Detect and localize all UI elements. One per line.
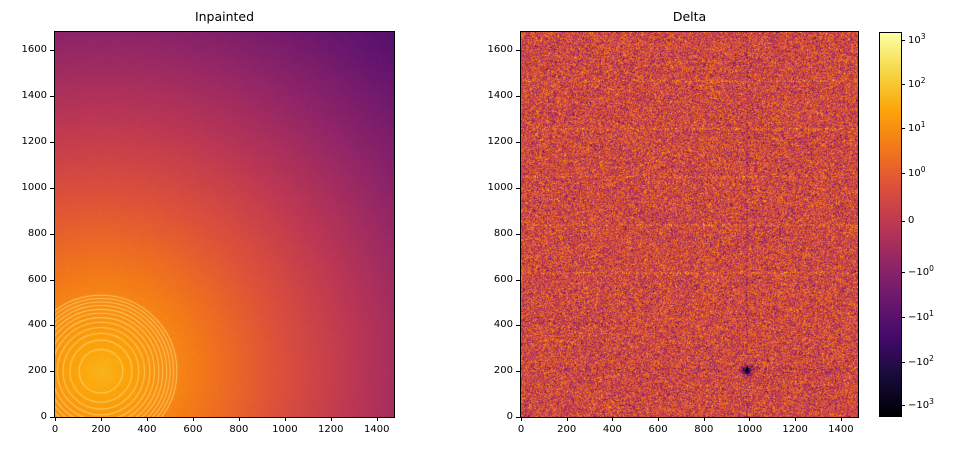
y-tick-label: 1600 — [488, 44, 513, 56]
plot-title-delta: Delta — [521, 8, 858, 26]
colorbar-tick-mark — [901, 317, 905, 318]
heatmap-delta — [521, 32, 858, 417]
axes-inpainted: Inpainted 0 200 400 600 800 1000 1200 1400 0 200 4… — [54, 31, 395, 418]
y-tick-label: 1200 — [22, 136, 47, 148]
x-tick-mark — [239, 417, 240, 421]
colorbar-tick-label: 103 — [908, 33, 926, 47]
x-tick-mark — [193, 417, 194, 421]
y-tick-mark — [516, 142, 520, 143]
x-tick-label: 200 — [91, 424, 110, 436]
y-tick-mark — [50, 234, 54, 235]
heatmap-inpainted — [55, 32, 394, 417]
y-tick-mark — [516, 417, 520, 418]
x-tick-label: 1200 — [318, 424, 343, 436]
x-tick-label: 0 — [52, 424, 58, 436]
figure: Inpainted 0 200 400 600 800 1000 1200 1400 0 200 4… — [0, 0, 955, 451]
y-tick-label: 600 — [494, 274, 513, 286]
colorbar-tick-label: 0 — [908, 215, 914, 227]
colorbar-tick-mark — [901, 40, 905, 41]
y-tick-mark — [516, 280, 520, 281]
y-tick-mark — [50, 50, 54, 51]
x-tick-label: 600 — [183, 424, 202, 436]
x-tick-mark — [704, 417, 705, 421]
colorbar-tick-label: −103 — [908, 398, 934, 412]
y-tick-mark — [516, 188, 520, 189]
y-tick-mark — [516, 234, 520, 235]
y-tick-label: 1400 — [22, 90, 47, 102]
x-tick-mark — [285, 417, 286, 421]
y-tick-mark — [50, 417, 54, 418]
x-tick-label: 200 — [557, 424, 576, 436]
x-tick-label: 1000 — [272, 424, 297, 436]
y-tick-label: 1600 — [22, 44, 47, 56]
y-tick-mark — [516, 50, 520, 51]
colorbar-tick-label: 102 — [908, 77, 926, 91]
x-tick-mark — [147, 417, 148, 421]
colorbar-tick-mark — [901, 362, 905, 363]
x-tick-label: 1200 — [782, 424, 807, 436]
y-tick-mark — [516, 96, 520, 97]
x-tick-mark — [749, 417, 750, 421]
y-tick-mark — [50, 142, 54, 143]
y-tick-mark — [50, 280, 54, 281]
y-tick-label: 1000 — [22, 182, 47, 194]
x-tick-mark — [331, 417, 332, 421]
colorbar-gradient — [880, 33, 901, 416]
x-tick-label: 400 — [603, 424, 622, 436]
x-tick-label: 800 — [694, 424, 713, 436]
y-tick-label: 1000 — [488, 182, 513, 194]
y-tick-mark — [50, 325, 54, 326]
x-tick-mark — [101, 417, 102, 421]
x-tick-mark — [521, 417, 522, 421]
colorbar-tick-label: −102 — [908, 355, 934, 369]
x-tick-mark — [567, 417, 568, 421]
x-tick-label: 800 — [229, 424, 248, 436]
x-tick-mark — [795, 417, 796, 421]
y-tick-label: 200 — [28, 365, 47, 377]
colorbar-tick-label: −101 — [908, 310, 934, 324]
x-tick-label: 0 — [518, 424, 524, 436]
x-tick-mark — [612, 417, 613, 421]
y-tick-label: 1400 — [488, 90, 513, 102]
y-tick-label: 400 — [28, 319, 47, 331]
axes-delta: Delta 0 200 400 600 800 1000 1200 1400 0 200 400 60… — [520, 31, 859, 418]
y-tick-label: 200 — [494, 365, 513, 377]
x-tick-label: 600 — [649, 424, 668, 436]
x-tick-mark — [658, 417, 659, 421]
y-tick-mark — [50, 188, 54, 189]
colorbar-tick-label: 100 — [908, 166, 926, 180]
y-tick-mark — [50, 96, 54, 97]
colorbar-tick-mark — [901, 173, 905, 174]
colorbar-tick-mark — [901, 221, 905, 222]
x-tick-mark — [55, 417, 56, 421]
y-tick-label: 800 — [494, 228, 513, 240]
x-tick-label: 1400 — [828, 424, 853, 436]
y-tick-label: 0 — [41, 411, 47, 423]
y-tick-mark — [516, 325, 520, 326]
y-tick-label: 600 — [28, 274, 47, 286]
colorbar: 103 102 101 100 0 −100 −101 −102 −103 — [879, 32, 902, 417]
colorbar-tick-label: −100 — [908, 265, 934, 279]
colorbar-tick-mark — [901, 272, 905, 273]
y-tick-label: 1200 — [488, 136, 513, 148]
y-tick-mark — [50, 371, 54, 372]
colorbar-tick-mark — [901, 405, 905, 406]
y-tick-label: 800 — [28, 228, 47, 240]
x-tick-label: 1000 — [737, 424, 762, 436]
y-tick-label: 400 — [494, 319, 513, 331]
colorbar-tick-mark — [901, 84, 905, 85]
x-tick-mark — [841, 417, 842, 421]
colorbar-tick-mark — [901, 128, 905, 129]
x-tick-label: 400 — [137, 424, 156, 436]
plot-title-inpainted: Inpainted — [55, 8, 394, 26]
y-tick-mark — [516, 371, 520, 372]
x-tick-mark — [377, 417, 378, 421]
y-tick-label: 0 — [507, 411, 513, 423]
x-tick-label: 1400 — [364, 424, 389, 436]
colorbar-tick-label: 101 — [908, 121, 926, 135]
